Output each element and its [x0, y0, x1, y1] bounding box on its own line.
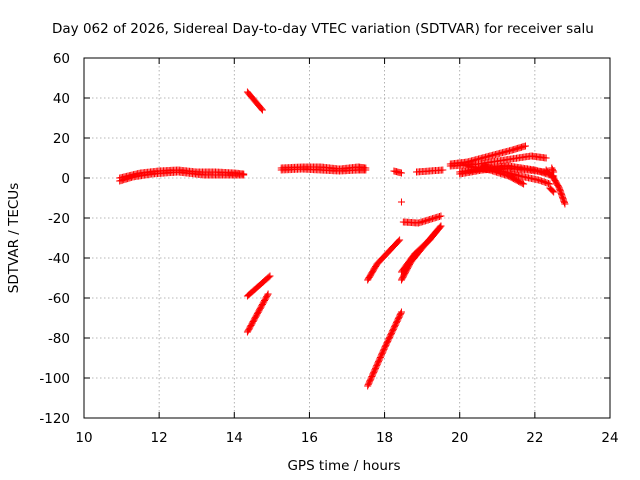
data-point: [397, 169, 405, 177]
data-point: [550, 168, 558, 176]
data-point: [550, 188, 558, 196]
y-tick-label: 40: [53, 91, 70, 107]
y-tick-label: -100: [39, 371, 70, 387]
x-tick-label: 22: [526, 430, 543, 446]
x-axis-label: GPS time / hours: [287, 458, 400, 474]
data-point: [520, 180, 528, 188]
axis-ticks: 10 12 14 16 18 20 22 24 -120 -100 -80 -60 -40 -20 0 20 4…: [39, 51, 618, 446]
data-point: [439, 166, 447, 174]
data-point: [437, 212, 445, 220]
data-point: [395, 237, 403, 245]
data-point: [521, 142, 529, 150]
y-tick-label: -60: [48, 291, 70, 307]
data-point: [263, 291, 271, 299]
data-point: [240, 171, 248, 179]
data-point: [549, 187, 557, 195]
y-tick-label: 60: [53, 51, 70, 67]
data-point: [396, 236, 404, 244]
data-point: [266, 272, 274, 280]
y-tick-label: -20: [48, 211, 70, 227]
y-tick-label: 0: [61, 171, 70, 187]
x-tick-label: 24: [601, 430, 618, 446]
data-point: [362, 166, 370, 174]
data-point: [264, 290, 272, 298]
data-point: [258, 106, 266, 114]
y-tick-label: 20: [53, 131, 70, 147]
y-tick-label: -80: [48, 331, 70, 347]
data-point: [397, 198, 405, 206]
x-tick-label: 18: [376, 430, 393, 446]
x-tick-label: 10: [75, 430, 92, 446]
data-point: [561, 200, 569, 208]
data-point: [397, 309, 405, 317]
chart-title: Day 062 of 2026, Sidereal Day-to-day VTE…: [52, 21, 594, 37]
data-point: [265, 273, 273, 281]
grid-lines: [84, 58, 610, 418]
data-point: [397, 308, 405, 316]
x-tick-label: 12: [151, 430, 168, 446]
y-axis-label: SDTVAR / TECUs: [6, 183, 22, 293]
x-tick-label: 16: [301, 430, 318, 446]
data-points: [116, 88, 569, 390]
y-tick-label: -120: [39, 411, 70, 427]
x-tick-label: 14: [226, 430, 243, 446]
plot-frame: [83, 57, 611, 419]
y-tick-label: -40: [48, 251, 70, 267]
data-point: [436, 223, 444, 231]
data-point: [258, 105, 266, 113]
x-tick-label: 20: [451, 430, 468, 446]
data-point: [518, 179, 526, 187]
data-point: [542, 154, 550, 162]
data-point: [549, 167, 557, 175]
data-point: [437, 222, 445, 230]
